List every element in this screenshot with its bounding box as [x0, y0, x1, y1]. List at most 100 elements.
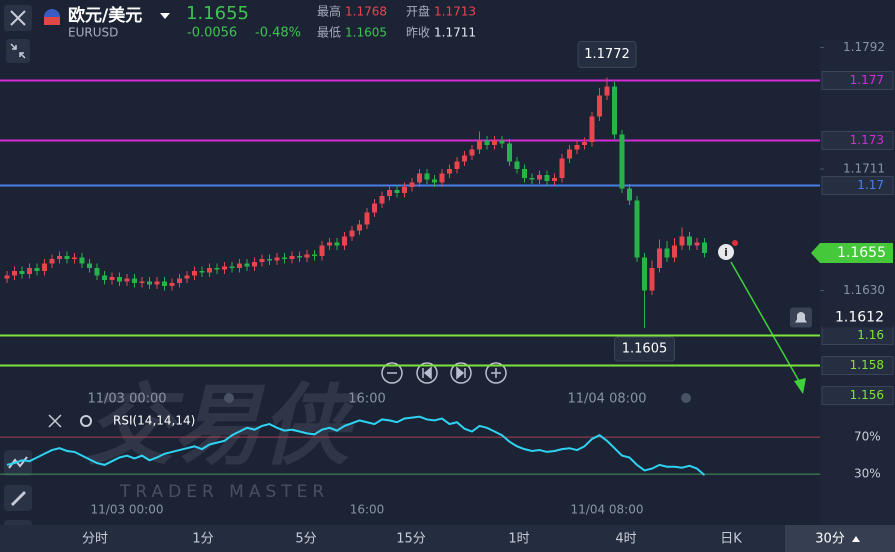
candle-body — [274, 257, 280, 261]
candle-body — [634, 200, 640, 258]
step-forward-button[interactable] — [450, 362, 472, 384]
timeframe[interactable]: 15分 — [396, 532, 426, 547]
price-level-tag — [821, 131, 894, 150]
candle-body — [282, 257, 287, 259]
candle-body — [522, 169, 527, 178]
candle-body — [334, 242, 340, 246]
candle-body — [499, 140, 505, 144]
rsi-settings-icon[interactable] — [80, 415, 92, 427]
watermark: 交易侠 TRADER MASTER — [85, 374, 360, 502]
candle-body — [252, 262, 257, 267]
price-level-label: 1.156 — [850, 388, 884, 402]
candle-body — [124, 278, 130, 282]
price-level-tag — [821, 386, 894, 405]
timeframe[interactable]: 1时 — [508, 532, 529, 547]
timeframe[interactable]: 1分 — [192, 532, 213, 547]
collapse-button[interactable] — [6, 39, 30, 63]
candle-body — [492, 140, 497, 145]
candle-body — [702, 242, 707, 253]
candle-body — [484, 140, 490, 145]
candle-body — [139, 281, 145, 283]
x-tick-label: 16:00 — [350, 503, 385, 517]
candle-body — [154, 281, 160, 285]
candle-body — [49, 259, 55, 264]
info-icon[interactable] — [718, 244, 734, 260]
rsi-title: RSI(14,14,14) — [113, 414, 195, 428]
timeframe[interactable]: 分时 — [82, 532, 108, 547]
price-level-label: 1.17 — [857, 178, 884, 192]
x-tick-label: 11/04 08:00 — [567, 392, 646, 407]
timeframe[interactable]: 4时 — [615, 532, 636, 547]
x-tick-label: 11/03 00:00 — [87, 392, 166, 407]
candle-body — [4, 275, 10, 279]
candle-body — [132, 278, 137, 283]
close-button[interactable] — [4, 5, 32, 31]
candle-body — [267, 259, 272, 261]
toolbar-bg — [0, 525, 895, 552]
price-level-label: 1.173 — [850, 133, 884, 147]
candle-body — [319, 245, 325, 256]
candle-body — [589, 116, 595, 142]
last-price-label: 1.1655 — [837, 245, 886, 261]
candle-body — [289, 256, 295, 259]
candle-body — [79, 257, 85, 264]
candle-body — [297, 256, 302, 258]
price-level-tag — [821, 356, 894, 375]
candle-body — [612, 86, 617, 135]
draw-button[interactable] — [4, 485, 32, 511]
candle-body — [34, 268, 40, 271]
price: 1.1655 — [186, 3, 249, 24]
candle-body — [559, 158, 565, 178]
candle-body — [259, 259, 265, 262]
candle-body — [312, 254, 317, 256]
selected-bg — [785, 525, 895, 552]
rsi-line — [6, 415, 706, 476]
indicator-button[interactable] — [4, 450, 32, 476]
dropdown-icon[interactable] — [160, 13, 170, 19]
timeframe[interactable]: 日K — [720, 532, 742, 547]
candle-body — [552, 178, 557, 181]
selected-timeframe[interactable]: 30分 — [815, 532, 845, 547]
candle-body — [627, 188, 632, 201]
candle-body — [694, 242, 700, 246]
candle-body — [147, 281, 152, 285]
candle-body — [514, 161, 520, 169]
candle-body — [237, 263, 242, 268]
candle-body — [94, 268, 100, 276]
last-price-tag — [811, 243, 893, 263]
stat-label: 最高 — [317, 4, 341, 19]
candle-body — [469, 149, 475, 156]
low-marker-label: 1.1605 — [622, 342, 668, 357]
zoom-in-button[interactable] — [485, 362, 507, 384]
candle-body — [447, 169, 452, 174]
timeframe[interactable]: 5分 — [295, 532, 316, 547]
rsi-close-icon[interactable] — [48, 414, 62, 428]
alert-price-tag — [822, 307, 893, 328]
watermark-brand: 交易侠 — [85, 374, 360, 477]
timeframe-arrow[interactable] — [852, 536, 860, 542]
price-level-label: 1.177 — [850, 73, 884, 87]
zoom-out-button[interactable] — [381, 362, 403, 384]
candle-body — [364, 212, 370, 225]
rsi-tick-label: 70% — [854, 430, 881, 444]
price-level-label: 1.158 — [850, 358, 884, 372]
candle-body — [409, 182, 415, 187]
price-level-tag — [821, 71, 894, 90]
candle-body — [12, 271, 17, 276]
candle-body — [664, 248, 670, 258]
candle-body — [27, 268, 32, 274]
svg-text:i: i — [724, 246, 728, 259]
candle-body — [679, 236, 685, 246]
alert-bell-icon — [795, 312, 807, 323]
candle-body — [582, 142, 587, 145]
candle-body — [544, 175, 550, 181]
pair-name[interactable]: 欧元/美元 — [68, 5, 142, 26]
candle-body — [304, 254, 310, 258]
step-back-button[interactable] — [416, 362, 438, 384]
alert-price-label: 1.1612 — [835, 310, 884, 326]
candle-body — [439, 173, 445, 183]
candle-body — [42, 263, 47, 271]
candle-body — [214, 268, 220, 270]
change: -0.0056 — [187, 26, 237, 41]
candle-body — [604, 86, 610, 96]
